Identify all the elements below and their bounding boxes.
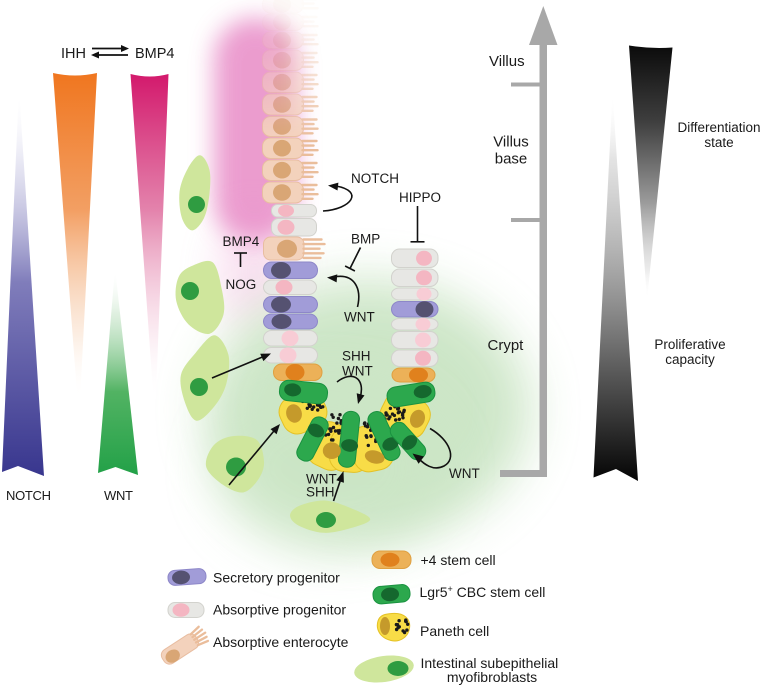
- svg-text:BMP4: BMP4: [223, 234, 260, 249]
- svg-text:Villus: Villus: [493, 134, 529, 151]
- svg-text:Paneth cell: Paneth cell: [420, 623, 489, 639]
- svg-text:capacity: capacity: [665, 352, 715, 367]
- svg-text:WNT: WNT: [306, 472, 337, 487]
- svg-text:IHH: IHH: [61, 46, 86, 62]
- svg-text:base: base: [495, 151, 528, 168]
- svg-text:SHH: SHH: [342, 349, 371, 364]
- svg-text:Intestinal subepithelial: Intestinal subepithelial: [421, 655, 559, 671]
- svg-text:WNT: WNT: [449, 466, 480, 481]
- svg-text:WNT: WNT: [104, 488, 133, 503]
- svg-text:WNT: WNT: [342, 364, 373, 379]
- svg-text:SHH: SHH: [306, 485, 335, 500]
- svg-text:Villus: Villus: [489, 53, 525, 70]
- svg-text:Crypt: Crypt: [488, 337, 525, 354]
- svg-text:NOTCH: NOTCH: [6, 488, 51, 503]
- svg-text:BMP4: BMP4: [135, 46, 175, 62]
- svg-text:WNT: WNT: [344, 310, 375, 325]
- svg-text:+4 stem cell: +4 stem cell: [421, 552, 496, 568]
- svg-text:HIPPO: HIPPO: [399, 190, 441, 205]
- svg-text:Lgr5+ CBC stem cell: Lgr5+ CBC stem cell: [420, 584, 546, 600]
- svg-text:Absorptive enterocyte: Absorptive enterocyte: [213, 634, 349, 650]
- svg-text:NOG: NOG: [226, 277, 257, 292]
- svg-text:state: state: [704, 135, 733, 150]
- svg-text:Proliferative: Proliferative: [654, 337, 725, 352]
- svg-text:Secretory progenitor: Secretory progenitor: [213, 570, 340, 586]
- svg-text:Absorptive progenitor: Absorptive progenitor: [213, 602, 346, 618]
- svg-text:BMP: BMP: [351, 232, 380, 247]
- svg-text:Differentiation: Differentiation: [677, 120, 760, 135]
- svg-text:NOTCH: NOTCH: [351, 171, 399, 186]
- svg-text:myofibroblasts: myofibroblasts: [447, 669, 537, 685]
